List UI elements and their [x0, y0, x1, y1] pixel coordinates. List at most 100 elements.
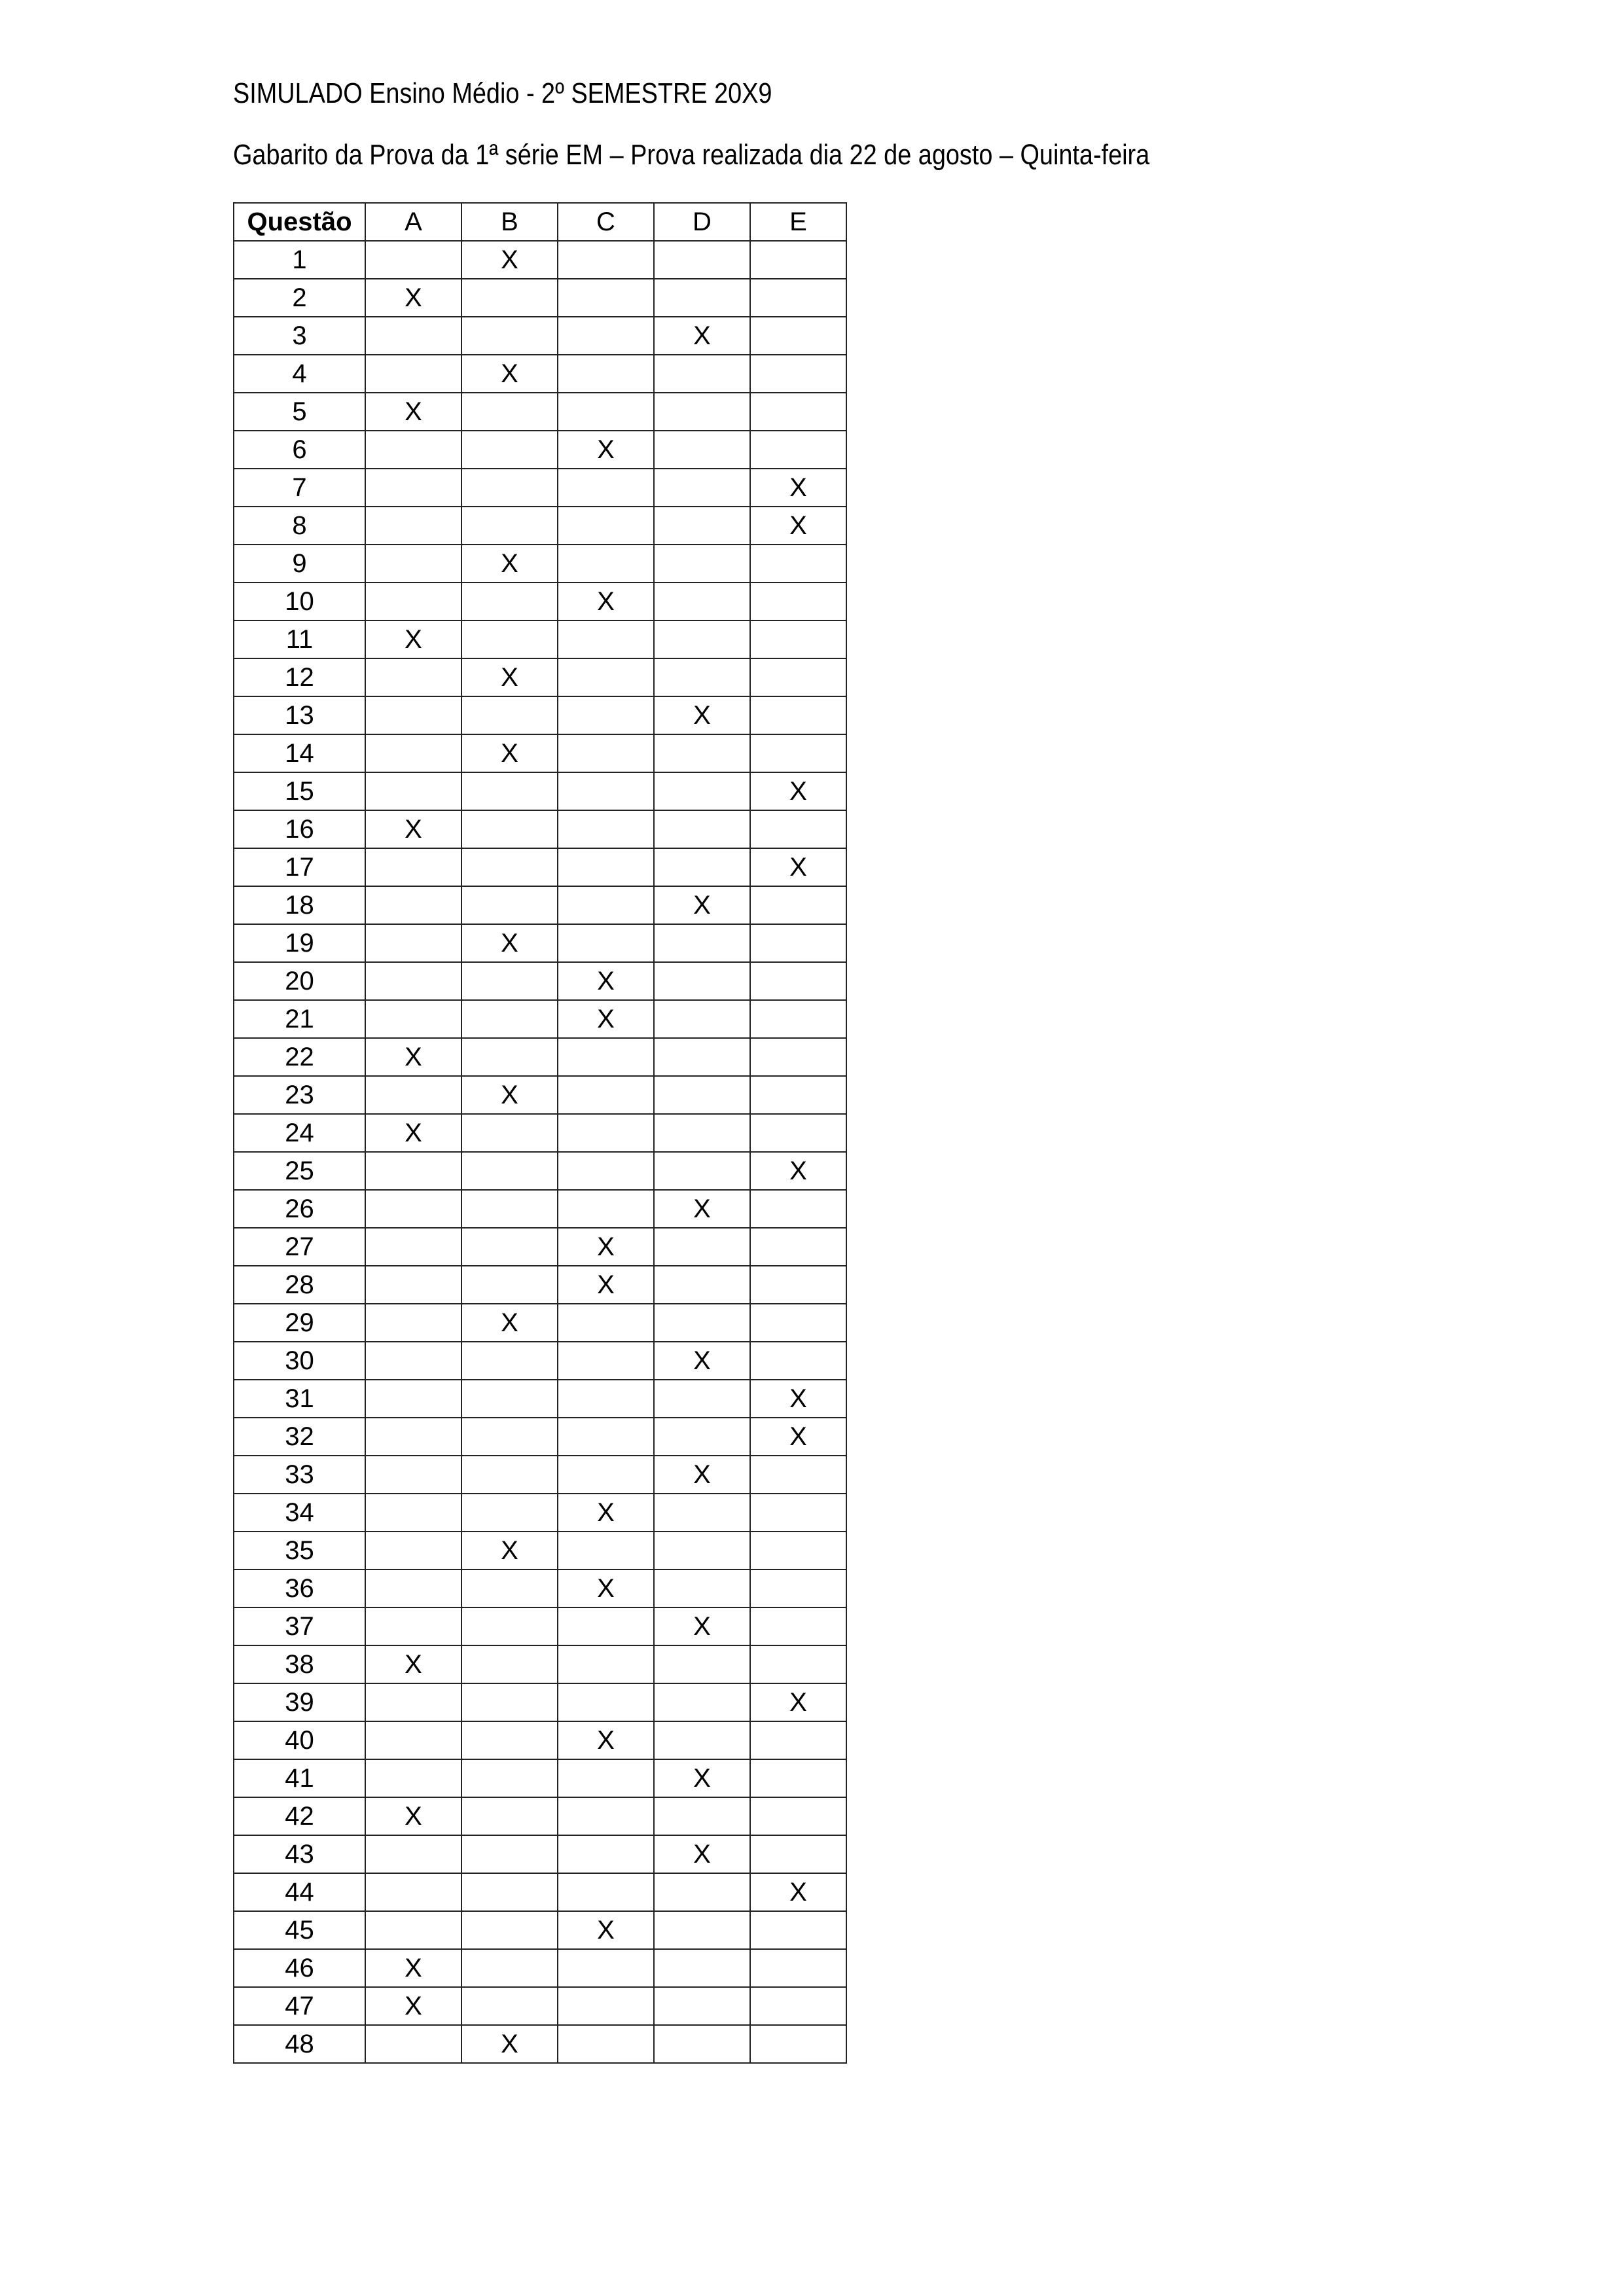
answer-cell-e: [749, 316, 847, 355]
answer-cell-e: X: [749, 772, 847, 811]
answer-cell-e: [749, 1075, 847, 1115]
answer-cell-b: X: [461, 924, 558, 963]
table-row: 11 X: [233, 620, 847, 659]
table-row: 48 X: [233, 2024, 847, 2064]
question-number: 11: [233, 620, 366, 659]
answer-cell-c: [557, 1948, 655, 1988]
answer-cell-a: X: [365, 278, 462, 317]
answer-cell-d: [653, 810, 751, 849]
answer-cell-d: [653, 1303, 751, 1342]
answer-cell-c: [557, 1873, 655, 1912]
answer-cell-c: [557, 1113, 655, 1153]
question-number: 10: [233, 582, 366, 621]
answer-cell-a: [365, 354, 462, 393]
answer-cell-a: [365, 1910, 462, 1950]
answer-cell-d: [653, 1075, 751, 1115]
answer-cell-a: [365, 1835, 462, 1874]
answer-cell-e: [749, 240, 847, 279]
answer-cell-b: X: [461, 1075, 558, 1115]
question-number: 21: [233, 999, 366, 1039]
answer-cell-b: [461, 1873, 558, 1912]
answer-cell-c: [557, 316, 655, 355]
question-number: 26: [233, 1189, 366, 1229]
answer-cell-c: [557, 1151, 655, 1191]
question-number: 22: [233, 1037, 366, 1077]
answer-cell-d: [653, 1113, 751, 1153]
answer-cell-b: [461, 1645, 558, 1684]
answer-cell-e: [749, 1986, 847, 2026]
answer-cell-b: [461, 1455, 558, 1494]
answer-cell-c: [557, 506, 655, 545]
answer-cell-e: X: [749, 468, 847, 507]
table-row: 15 X: [233, 772, 847, 811]
question-number: 25: [233, 1151, 366, 1191]
table-row: 41 X: [233, 1759, 847, 1798]
answer-cell-d: [653, 1910, 751, 1950]
answer-cell-d: [653, 1493, 751, 1532]
answer-cell-c: X: [557, 1227, 655, 1266]
answer-cell-b: [461, 1569, 558, 1608]
answer-cell-d: [653, 961, 751, 1001]
answer-cell-c: [557, 544, 655, 583]
answer-cell-d: X: [653, 1189, 751, 1229]
question-number: 24: [233, 1113, 366, 1153]
answer-cell-d: [653, 1683, 751, 1722]
answer-cell-a: X: [365, 1797, 462, 1836]
answer-cell-d: [653, 1645, 751, 1684]
answer-cell-e: [749, 696, 847, 735]
answer-cell-b: X: [461, 2024, 558, 2064]
answer-cell-e: [749, 430, 847, 469]
answer-cell-e: X: [749, 506, 847, 545]
table-row: 47 X: [233, 1986, 847, 2026]
answer-cell-c: [557, 2024, 655, 2064]
question-number: 46: [233, 1948, 366, 1988]
answer-cell-e: X: [749, 1417, 847, 1456]
answer-cell-a: X: [365, 1037, 462, 1077]
answer-cell-a: [365, 734, 462, 773]
answer-cell-e: [749, 620, 847, 659]
answer-cell-d: [653, 1531, 751, 1570]
table-row: 37 X: [233, 1607, 847, 1646]
answer-cell-e: [749, 1531, 847, 1570]
table-row: 17 X: [233, 848, 847, 887]
answer-cell-a: [365, 240, 462, 279]
question-number: 32: [233, 1417, 366, 1456]
answer-cell-d: [653, 924, 751, 963]
answer-cell-e: X: [749, 1873, 847, 1912]
answer-cell-b: [461, 886, 558, 925]
column-header-questao: Questão: [233, 202, 366, 242]
answer-cell-a: [365, 1607, 462, 1646]
answer-cell-d: [653, 1037, 751, 1077]
answer-cell-a: [365, 1721, 462, 1760]
answer-cell-c: [557, 848, 655, 887]
answer-cell-b: X: [461, 1303, 558, 1342]
answer-cell-a: X: [365, 392, 462, 431]
answer-cell-c: [557, 1607, 655, 1646]
question-number: 19: [233, 924, 366, 963]
answer-cell-c: [557, 392, 655, 431]
answer-cell-b: [461, 1227, 558, 1266]
answer-cell-e: [749, 1948, 847, 1988]
table-row: 40 X: [233, 1721, 847, 1760]
answer-key-table: Questão A B C D E 1 X 2 X 3 X 4 X 5 X 6 X 7 X 8 X 9 X 10 X 1…: [233, 202, 847, 2064]
answer-cell-d: X: [653, 1455, 751, 1494]
column-header-e: E: [749, 202, 847, 242]
column-header-d: D: [653, 202, 751, 242]
answer-cell-a: [365, 582, 462, 621]
question-number: 48: [233, 2024, 366, 2064]
question-number: 18: [233, 886, 366, 925]
answer-cell-d: [653, 430, 751, 469]
table-row: 28 X: [233, 1265, 847, 1304]
answer-cell-d: [653, 392, 751, 431]
header-row: Questão A B C D E: [233, 202, 847, 242]
answer-cell-c: X: [557, 1493, 655, 1532]
answer-cell-d: [653, 772, 751, 811]
answer-cell-b: [461, 1835, 558, 1874]
question-number: 43: [233, 1835, 366, 1874]
answer-cell-b: [461, 1910, 558, 1950]
answer-cell-b: [461, 1683, 558, 1722]
answer-cell-a: X: [365, 810, 462, 849]
question-number: 4: [233, 354, 366, 393]
